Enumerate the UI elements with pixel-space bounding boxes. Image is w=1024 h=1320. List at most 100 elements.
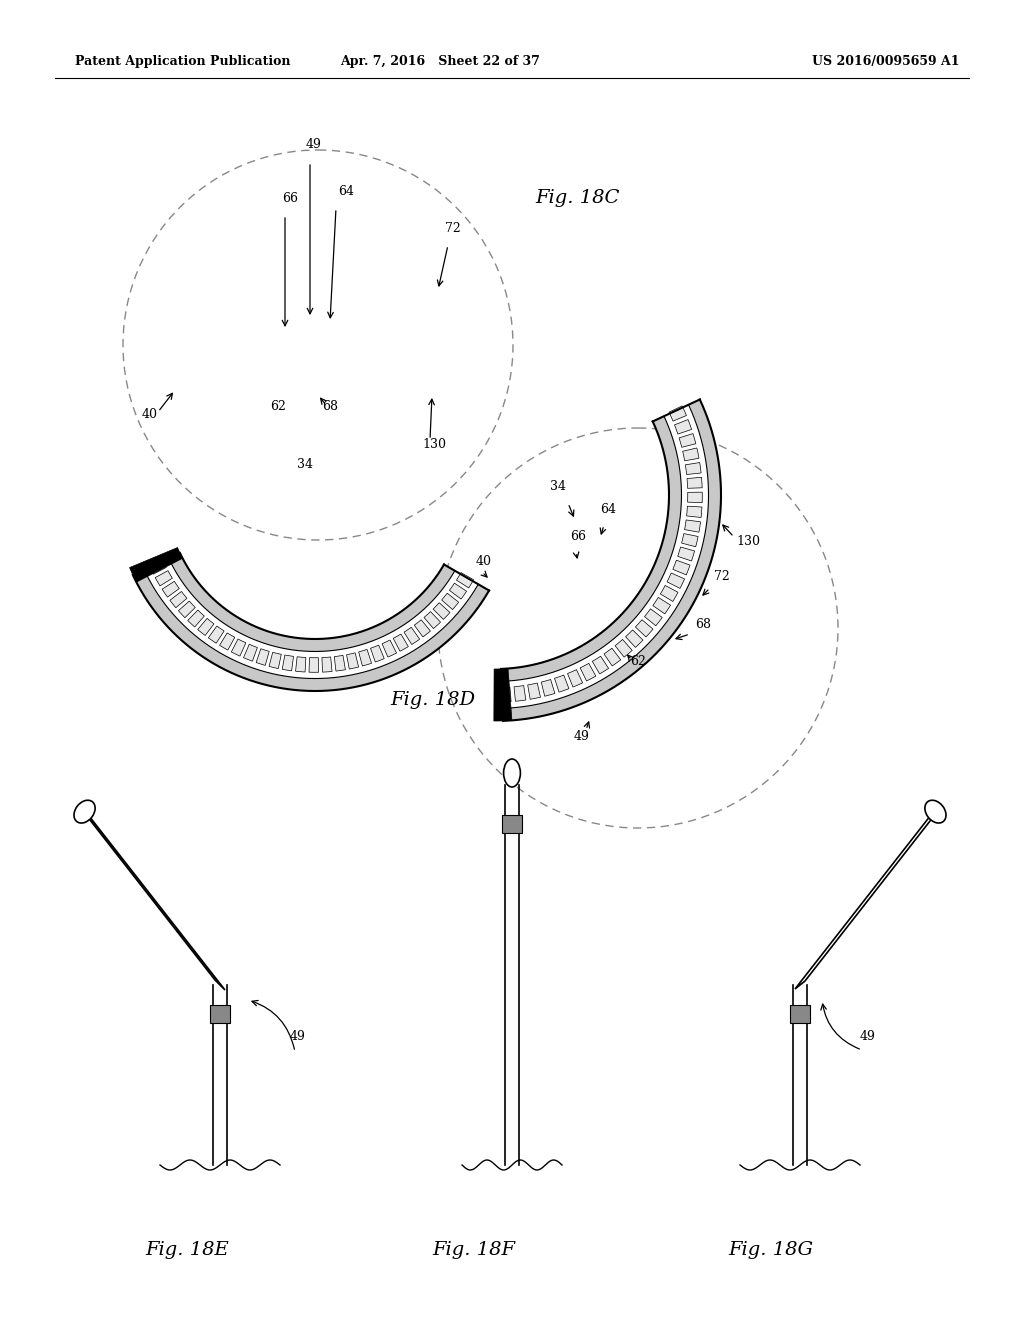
Polygon shape bbox=[144, 558, 478, 678]
Polygon shape bbox=[501, 416, 682, 681]
Text: 40: 40 bbox=[476, 554, 492, 568]
Polygon shape bbox=[502, 405, 709, 709]
Polygon shape bbox=[679, 433, 696, 447]
Text: 62: 62 bbox=[630, 655, 646, 668]
Polygon shape bbox=[415, 620, 430, 638]
Polygon shape bbox=[503, 400, 721, 721]
Polygon shape bbox=[502, 814, 522, 833]
Polygon shape bbox=[404, 627, 420, 644]
Text: Fig. 18E: Fig. 18E bbox=[145, 1241, 228, 1259]
Polygon shape bbox=[653, 598, 671, 614]
Polygon shape bbox=[644, 609, 663, 626]
Polygon shape bbox=[210, 1005, 230, 1023]
Polygon shape bbox=[269, 652, 282, 668]
Polygon shape bbox=[673, 560, 690, 576]
Text: 34: 34 bbox=[550, 480, 566, 492]
Text: 72: 72 bbox=[445, 222, 461, 235]
Text: 66: 66 bbox=[570, 531, 586, 543]
Polygon shape bbox=[150, 560, 166, 574]
Polygon shape bbox=[555, 675, 569, 692]
Polygon shape bbox=[685, 520, 700, 532]
Polygon shape bbox=[178, 601, 196, 618]
Polygon shape bbox=[219, 632, 234, 649]
Polygon shape bbox=[567, 669, 583, 686]
Polygon shape bbox=[685, 462, 701, 474]
Polygon shape bbox=[514, 685, 526, 701]
Polygon shape bbox=[604, 648, 621, 667]
Text: 49: 49 bbox=[290, 1030, 306, 1043]
Polygon shape bbox=[296, 657, 306, 672]
Polygon shape bbox=[162, 581, 179, 597]
Text: 34: 34 bbox=[297, 458, 313, 471]
Text: 130: 130 bbox=[736, 535, 760, 548]
Text: 64: 64 bbox=[338, 185, 354, 198]
Polygon shape bbox=[457, 573, 474, 587]
Text: 49: 49 bbox=[306, 139, 322, 150]
Polygon shape bbox=[687, 478, 702, 488]
Polygon shape bbox=[169, 553, 455, 652]
Polygon shape bbox=[170, 591, 187, 607]
Polygon shape bbox=[424, 611, 440, 628]
Text: 68: 68 bbox=[695, 618, 711, 631]
Text: 130: 130 bbox=[422, 438, 446, 451]
Text: Fig. 18D: Fig. 18D bbox=[390, 690, 475, 709]
Polygon shape bbox=[669, 407, 686, 421]
Polygon shape bbox=[494, 668, 512, 721]
Polygon shape bbox=[346, 653, 358, 669]
Text: 66: 66 bbox=[282, 191, 298, 205]
Polygon shape bbox=[208, 626, 224, 643]
Polygon shape bbox=[334, 655, 345, 671]
Polygon shape bbox=[231, 639, 246, 656]
Text: 62: 62 bbox=[270, 400, 286, 413]
Text: US 2016/0095659 A1: US 2016/0095659 A1 bbox=[812, 55, 961, 69]
Polygon shape bbox=[615, 639, 632, 657]
Text: 72: 72 bbox=[714, 570, 730, 583]
Polygon shape bbox=[686, 506, 701, 517]
Text: 49: 49 bbox=[860, 1030, 876, 1043]
Polygon shape bbox=[309, 657, 318, 672]
Polygon shape bbox=[358, 649, 372, 667]
Polygon shape bbox=[156, 570, 172, 586]
Polygon shape bbox=[636, 619, 653, 638]
Polygon shape bbox=[542, 680, 555, 696]
Text: 64: 64 bbox=[600, 503, 616, 516]
Polygon shape bbox=[592, 656, 608, 675]
Polygon shape bbox=[322, 657, 332, 672]
Polygon shape bbox=[682, 533, 698, 546]
Polygon shape bbox=[133, 570, 489, 690]
Polygon shape bbox=[187, 610, 205, 627]
Polygon shape bbox=[393, 634, 409, 651]
Text: Apr. 7, 2016   Sheet 22 of 37: Apr. 7, 2016 Sheet 22 of 37 bbox=[340, 55, 540, 69]
Polygon shape bbox=[283, 655, 294, 671]
Polygon shape bbox=[80, 807, 225, 990]
Polygon shape bbox=[795, 808, 940, 989]
Text: 40: 40 bbox=[142, 408, 158, 421]
Polygon shape bbox=[450, 583, 467, 599]
Polygon shape bbox=[527, 682, 541, 700]
Ellipse shape bbox=[925, 800, 946, 824]
Polygon shape bbox=[500, 688, 511, 702]
Polygon shape bbox=[683, 447, 699, 461]
Text: 49: 49 bbox=[574, 730, 590, 743]
Polygon shape bbox=[667, 573, 684, 589]
Polygon shape bbox=[581, 664, 596, 681]
Polygon shape bbox=[675, 420, 691, 434]
Polygon shape bbox=[626, 630, 643, 647]
Text: Patent Application Publication: Patent Application Publication bbox=[75, 55, 291, 69]
Ellipse shape bbox=[504, 759, 520, 787]
Polygon shape bbox=[130, 548, 182, 582]
Text: Fig. 18F: Fig. 18F bbox=[432, 1241, 515, 1259]
Polygon shape bbox=[790, 1005, 810, 1023]
Polygon shape bbox=[244, 644, 257, 661]
Polygon shape bbox=[256, 648, 269, 665]
Polygon shape bbox=[371, 645, 384, 663]
Polygon shape bbox=[678, 546, 694, 561]
Text: 68: 68 bbox=[322, 400, 338, 413]
Ellipse shape bbox=[74, 800, 95, 824]
Polygon shape bbox=[687, 492, 702, 503]
Text: Fig. 18G: Fig. 18G bbox=[728, 1241, 813, 1259]
Polygon shape bbox=[441, 593, 459, 610]
Polygon shape bbox=[433, 603, 450, 619]
Polygon shape bbox=[660, 586, 678, 602]
Text: Fig. 18C: Fig. 18C bbox=[535, 189, 620, 207]
